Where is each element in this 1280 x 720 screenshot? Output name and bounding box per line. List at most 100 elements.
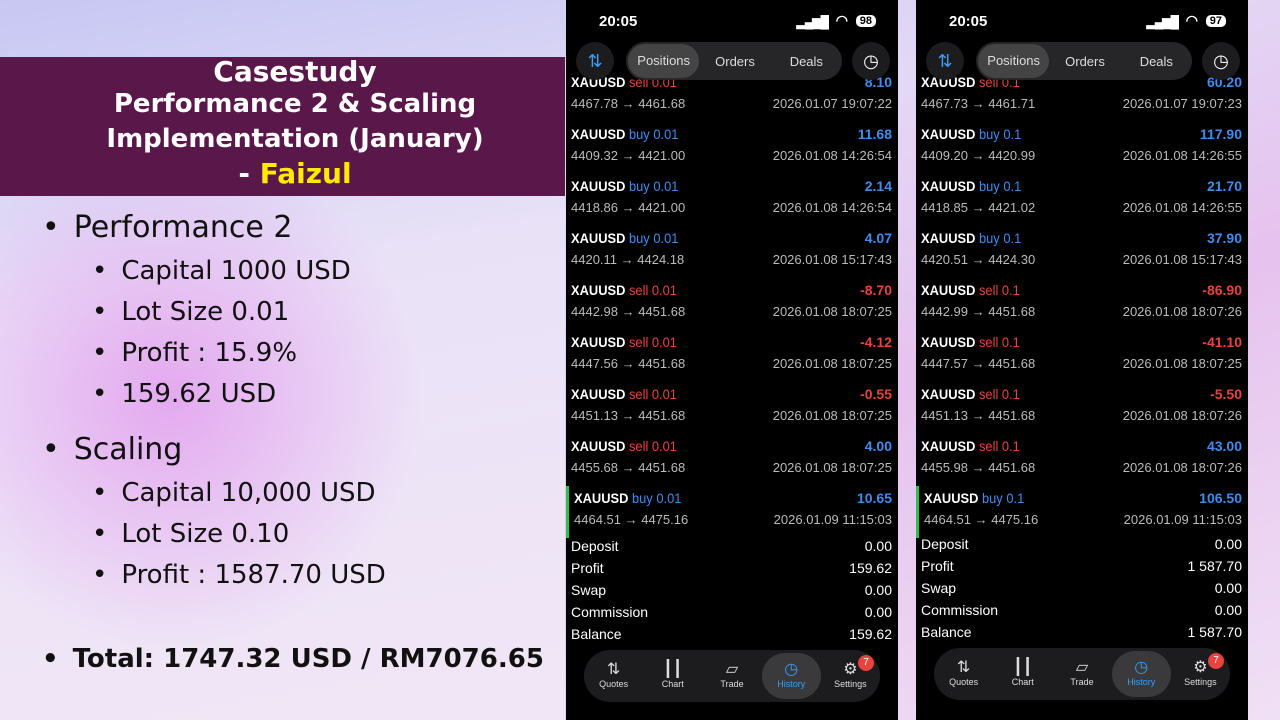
summary-value: 0.00 (864, 538, 892, 554)
deal-row[interactable]: XAUUSD sell 0.1 43.00 4455.98 → 4451.68 … (916, 434, 1248, 486)
total: Total: 1747.32 USD / RM7076.65 (42, 644, 544, 674)
summary-value: 0.00 (864, 604, 892, 620)
deal-date: 2026.01.08 14:26:55 (1122, 200, 1242, 215)
nav-label: History (1127, 677, 1156, 687)
tab-orders[interactable]: Orders (1065, 53, 1105, 69)
deal-date: 2026.01.07 19:07:22 (772, 96, 892, 111)
status-bar: 20:05 ▂▄▆█ ◠ 97 (916, 12, 1248, 33)
chart-icon: ┃┃ (1013, 659, 1033, 676)
deal-prices: 4464.51 → 4475.16 (574, 512, 689, 527)
bullet-item: Lot Size 0.01 (92, 297, 289, 327)
deal-prices: 4455.98 → 4451.68 (921, 460, 1036, 475)
deal-row[interactable]: XAUUSD sell 0.01 -8.70 4442.98 → 4451.68… (566, 278, 898, 330)
deal-date: 2026.01.08 18:07:25 (1122, 356, 1242, 371)
deal-row[interactable]: XAUUSD sell 0.01 -4.12 4447.56 → 4451.68… (566, 330, 898, 382)
nav-quotes[interactable]: ⇅ Quotes (584, 653, 643, 699)
deal-date: 2026.01.08 14:26:55 (1122, 148, 1242, 163)
segment-tabs: Positions Orders Deals (626, 42, 842, 80)
deal-row[interactable]: XAUUSD buy 0.01 11.68 4409.32 → 4421.00 … (566, 122, 898, 174)
tab-positions[interactable]: Positions (628, 44, 700, 78)
deal-row[interactable]: XAUUSD buy 0.1 117.90 4409.20 → 4420.99 … (916, 122, 1248, 174)
deal-row[interactable]: XAUUSD sell 0.1 -5.50 4451.13 → 4451.68 … (916, 382, 1248, 434)
deal-symbol: XAUUSD buy 0.01 (571, 178, 679, 194)
summary-label: Profit (921, 558, 954, 574)
summary-value: 159.62 (849, 626, 892, 642)
deal-row[interactable]: XAUUSD sell 0.1 -41.10 4447.57 → 4451.68… (916, 330, 1248, 382)
deal-row[interactable]: XAUUSD buy 0.1 21.70 4418.85 → 4421.02 2… (916, 174, 1248, 226)
bullet-heading: Scaling (42, 432, 183, 467)
deal-symbol: XAUUSD buy 0.01 (571, 126, 679, 142)
deal-symbol: XAUUSD buy 0.01 (571, 230, 679, 246)
bullet-heading: Performance 2 (42, 210, 293, 245)
deal-profit: 106.50 (1199, 490, 1242, 506)
deal-profit: -8.70 (860, 282, 892, 298)
nav-label: Settings (834, 679, 867, 689)
summary-row: Swap 0.00 (921, 580, 1242, 602)
deal-profit: 10.65 (856, 490, 892, 506)
status-bar: 20:05 ▂▄▆█ ◠ 98 (566, 12, 898, 33)
nav-trade[interactable]: ▱ Trade (702, 653, 761, 699)
clock-icon[interactable]: ◷ (1202, 42, 1240, 80)
deal-row[interactable]: XAUUSD buy 0.1 37.90 4420.51 → 4424.30 2… (916, 226, 1248, 278)
trade-icon: ▱ (725, 661, 739, 678)
summary-value: 0.00 (864, 582, 892, 598)
clock-icon[interactable]: ◷ (852, 42, 890, 80)
tab-positions[interactable]: Positions (978, 44, 1050, 78)
summary-row: Commission 0.00 (921, 602, 1242, 624)
deal-prices: 4464.51 → 4475.16 (924, 512, 1039, 527)
nav-settings[interactable]: ⚙ Settings 7 (821, 653, 880, 699)
summary-value: 0.00 (1214, 536, 1242, 552)
sort-icon[interactable]: ⇅ (576, 42, 614, 80)
settings-badge: 7 (1208, 653, 1225, 669)
deal-date: 2026.01.08 18:07:25 (772, 460, 892, 475)
trade-icon: ▱ (1075, 659, 1089, 676)
deal-date: 2026.01.08 18:07:26 (1122, 304, 1242, 319)
bullet-item: Profit : 15.9% (92, 338, 297, 368)
deal-symbol: XAUUSD buy 0.1 (921, 126, 1022, 142)
nav-trade[interactable]: ▱ Trade (1052, 651, 1111, 697)
nav-chart[interactable]: ┃┃ Chart (993, 651, 1052, 697)
summary-label: Deposit (571, 538, 619, 554)
deal-row[interactable]: XAUUSD buy 0.1 106.50 4464.51 → 4475.16 … (916, 486, 1248, 538)
bullet-item: Capital 10,000 USD (92, 478, 375, 508)
deal-profit: -4.12 (860, 334, 892, 350)
sort-icon[interactable]: ⇅ (926, 42, 964, 80)
signal-icon: ▂▄▆█ (1146, 15, 1179, 29)
nav-history[interactable]: ◷ History (761, 653, 821, 699)
nav-chart[interactable]: ┃┃ Chart (643, 653, 702, 699)
deal-row[interactable]: XAUUSD sell 0.01 -0.55 4451.13 → 4451.68… (566, 382, 898, 434)
deal-prices: 4447.56 → 4451.68 (571, 356, 686, 371)
deal-date: 2026.01.08 18:07:26 (1122, 408, 1242, 423)
deal-symbol: XAUUSD sell 0.01 (571, 282, 677, 298)
deal-row[interactable]: XAUUSD buy 0.01 2.14 4418.86 → 4421.00 2… (566, 174, 898, 226)
summary-label: Profit (571, 560, 604, 576)
clock: 20:05 (599, 13, 638, 30)
author-prefix: - (238, 157, 260, 190)
nav-history[interactable]: ◷ History (1111, 651, 1171, 697)
deal-row[interactable]: XAUUSD buy 0.01 10.65 4464.51 → 4475.16 … (566, 486, 898, 538)
nav-quotes[interactable]: ⇅ Quotes (934, 651, 993, 697)
nav-settings[interactable]: ⚙ Settings 7 (1171, 651, 1230, 697)
phone-screenshot-performance: 20:05 ▂▄▆█ ◠ 98 XAUUSD sell 0.01 8.10 44… (566, 0, 898, 720)
deal-profit: 43.00 (1206, 438, 1242, 454)
nav-label: Quotes (949, 677, 979, 687)
deal-prices: 4455.68 → 4451.68 (571, 460, 686, 475)
deal-symbol: XAUUSD buy 0.01 (574, 490, 682, 506)
deal-row[interactable]: XAUUSD buy 0.01 4.07 4420.11 → 4424.18 2… (566, 226, 898, 278)
deal-profit: 2.14 (864, 178, 892, 194)
tab-orders[interactable]: Orders (715, 53, 755, 69)
deal-date: 2026.01.08 15:17:43 (1122, 252, 1242, 267)
phone-screenshot-scaling: 20:05 ▂▄▆█ ◠ 97 XAUUSD sell 0.1 60.20 44… (916, 0, 1248, 720)
deal-row[interactable]: XAUUSD sell 0.1 -86.90 4442.99 → 4451.68… (916, 278, 1248, 330)
signal-icon: ▂▄▆█ (796, 15, 829, 29)
nav-label: History (777, 679, 806, 689)
tab-deals[interactable]: Deals (789, 53, 823, 69)
deal-row[interactable]: XAUUSD sell 0.1 60.20 4467.73 → 4461.71 … (916, 70, 1248, 122)
deal-symbol: XAUUSD sell 0.01 (571, 438, 677, 454)
deal-row[interactable]: XAUUSD sell 0.01 4.00 4455.68 → 4451.68 … (566, 434, 898, 486)
deal-profit: -0.55 (860, 386, 892, 402)
deal-prices: 4451.13 → 4451.68 (571, 408, 686, 423)
tab-deals[interactable]: Deals (1139, 53, 1173, 69)
summary-label: Balance (571, 626, 622, 642)
deal-prices: 4420.51 → 4424.30 (921, 252, 1036, 267)
